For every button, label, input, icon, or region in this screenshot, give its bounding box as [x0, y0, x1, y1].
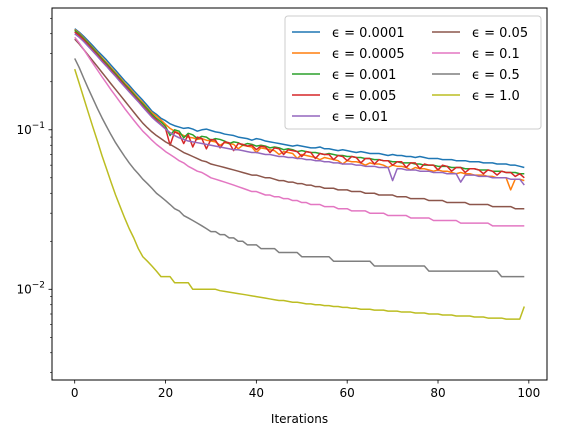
x-tick-label: 40 — [249, 386, 264, 400]
series-line-1 — [74, 28, 525, 191]
legend-label: ϵ = 0.0005 — [332, 47, 405, 62]
legend-label: ϵ = 0.1 — [472, 47, 520, 62]
legend-label: ϵ = 1.0 — [472, 89, 520, 104]
legend-label: ϵ = 0.01 — [332, 110, 388, 125]
y-axis: 10−1 10−2 — [16, 17, 52, 374]
series-line-7 — [74, 58, 525, 278]
x-tick-label: 0 — [71, 386, 79, 400]
legend-label: ϵ = 0.5 — [472, 68, 520, 83]
legend-label: ϵ = 0.001 — [332, 68, 396, 83]
x-tick-label: 80 — [430, 386, 445, 400]
series-layer — [73, 28, 525, 320]
series-line-8 — [73, 68, 525, 320]
legend-box — [284, 15, 542, 130]
series-line-6 — [74, 36, 525, 227]
x-tick-label: 60 — [340, 386, 355, 400]
y-tick-label: 10−2 — [16, 280, 45, 296]
x-axis-label: Iterations — [271, 412, 328, 426]
legend-label: ϵ = 0.0001 — [332, 26, 405, 41]
legend-label: ϵ = 0.005 — [332, 89, 396, 104]
legend: ϵ = 0.0001 ϵ = 0.0005 ϵ = 0.001 ϵ = 0.005 ϵ … — [284, 15, 542, 130]
series-line-0 — [74, 28, 525, 169]
x-tick-label: 100 — [517, 386, 540, 400]
series-line-4 — [74, 33, 525, 186]
plot-frame — [51, 7, 548, 381]
series-line-5 — [74, 38, 525, 210]
legend-label: ϵ = 0.05 — [472, 26, 528, 41]
y-tick-label: 10−1 — [16, 121, 45, 137]
x-axis: 0 20 40 60 80 100 — [71, 380, 540, 400]
series-line-2 — [74, 29, 525, 175]
x-tick-label: 20 — [158, 386, 173, 400]
